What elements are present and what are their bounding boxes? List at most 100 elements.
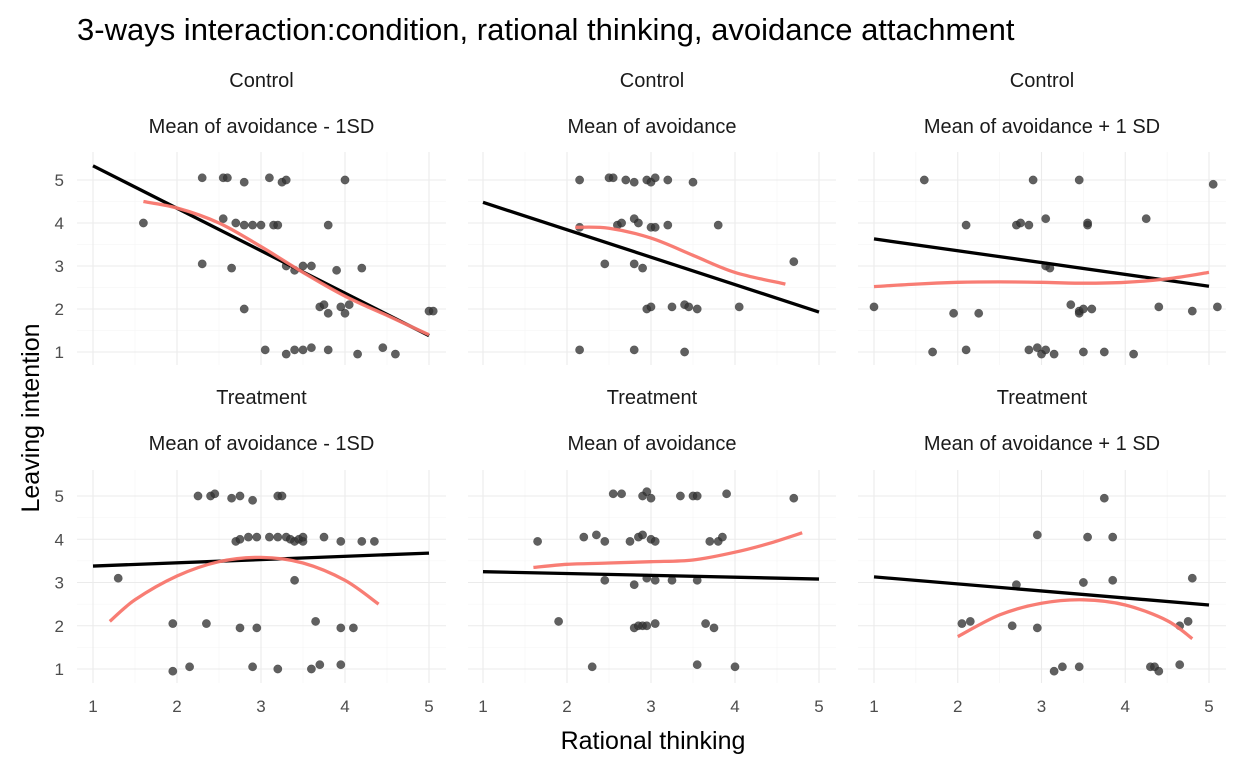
- data-point: [1016, 218, 1026, 228]
- data-point: [1141, 214, 1151, 224]
- data-point: [290, 345, 300, 355]
- data-point: [730, 662, 740, 672]
- data-point: [1187, 306, 1197, 316]
- x-tick-label: 1: [478, 697, 487, 716]
- data-point: [675, 491, 685, 501]
- data-point: [378, 343, 388, 353]
- facet-avoidance-label: Mean of avoidance - 1SD: [149, 433, 375, 455]
- data-point: [608, 489, 618, 499]
- data-point: [692, 660, 702, 670]
- data-point: [680, 347, 690, 357]
- smooth-fit-line: [873, 270, 1210, 289]
- panel-data-layer: [482, 487, 820, 672]
- data-point: [663, 220, 673, 230]
- data-point: [201, 619, 211, 629]
- y-tick-label: 4: [55, 214, 64, 233]
- data-point: [642, 487, 652, 497]
- data-point: [323, 345, 333, 355]
- data-point: [1032, 530, 1042, 540]
- data-point: [277, 491, 287, 501]
- data-point: [650, 173, 660, 183]
- data-point: [218, 214, 228, 224]
- data-point: [1032, 343, 1042, 353]
- facet-condition-label: Treatment: [607, 387, 698, 409]
- data-point: [709, 623, 719, 633]
- data-point: [1099, 347, 1109, 357]
- data-point: [1041, 345, 1051, 355]
- data-point: [264, 173, 274, 183]
- data-point: [1024, 345, 1034, 355]
- linear-fit-line: [873, 575, 1210, 607]
- data-point: [210, 489, 220, 499]
- data-point: [281, 175, 291, 185]
- data-point: [252, 532, 262, 542]
- data-point: [235, 491, 245, 501]
- data-point: [138, 218, 148, 228]
- data-point: [231, 218, 241, 228]
- data-point: [633, 218, 643, 228]
- data-point: [688, 177, 698, 187]
- data-point: [273, 532, 283, 542]
- data-point: [197, 259, 207, 269]
- data-point: [713, 220, 723, 230]
- data-point: [323, 220, 333, 230]
- x-tick-label: 4: [340, 697, 349, 716]
- y-tick-label: 5: [55, 171, 64, 190]
- x-tick-label: 2: [172, 697, 181, 716]
- data-point: [1175, 660, 1185, 670]
- y-tick-label: 1: [55, 343, 64, 362]
- data-point: [629, 345, 639, 355]
- data-point: [642, 621, 652, 631]
- panel: Control Mean of avoidance: [468, 70, 836, 365]
- data-point: [600, 575, 610, 585]
- panel: Treatment Mean of avoidance + 1 SD 1 2 3 4 5: [858, 387, 1226, 716]
- data-point: [344, 300, 354, 310]
- y-tick-label: 3: [55, 257, 64, 276]
- data-point: [684, 302, 694, 312]
- data-point: [789, 493, 799, 503]
- data-point: [1083, 532, 1093, 542]
- data-point: [1078, 578, 1088, 587]
- data-point: [248, 662, 258, 672]
- data-point: [298, 532, 308, 542]
- data-point: [1041, 214, 1051, 224]
- x-tick-label: 1: [88, 697, 97, 716]
- data-point: [315, 660, 325, 670]
- facet-condition-label: Control: [229, 70, 293, 92]
- data-point: [353, 349, 363, 359]
- smooth-fit-line: [143, 199, 430, 337]
- x-tick-label: 3: [1037, 697, 1046, 716]
- data-point: [1078, 304, 1088, 314]
- data-point: [575, 345, 585, 355]
- y-axis-title: Leaving intention: [17, 323, 45, 512]
- smooth-fit-line: [108, 555, 380, 623]
- data-point: [919, 175, 929, 185]
- data-point: [1078, 347, 1088, 357]
- data-point: [428, 306, 438, 316]
- data-point: [340, 308, 350, 318]
- data-point: [306, 261, 316, 271]
- data-point: [1024, 220, 1034, 230]
- facet-condition-label: Control: [1010, 70, 1074, 92]
- x-tick-label: 3: [256, 697, 265, 716]
- data-point: [290, 575, 300, 585]
- chart-title: 3-ways interaction:condition, rational t…: [77, 12, 1015, 47]
- data-point: [197, 173, 207, 183]
- data-point: [336, 536, 346, 546]
- data-point: [629, 580, 639, 590]
- y-tick-label: 1: [55, 660, 64, 679]
- data-point: [965, 616, 975, 626]
- data-point: [961, 345, 971, 355]
- data-point: [1187, 573, 1197, 583]
- data-point: [185, 662, 195, 672]
- data-point: [357, 263, 367, 273]
- data-point: [348, 623, 358, 633]
- data-point: [638, 263, 648, 273]
- smooth-fit-line: [533, 531, 803, 570]
- data-point: [306, 343, 316, 353]
- panel: Treatment Mean of avoidance 1 2 3 4 5: [468, 387, 836, 716]
- data-point: [600, 536, 610, 546]
- panel-data-layer: [869, 175, 1222, 359]
- data-point: [617, 218, 627, 228]
